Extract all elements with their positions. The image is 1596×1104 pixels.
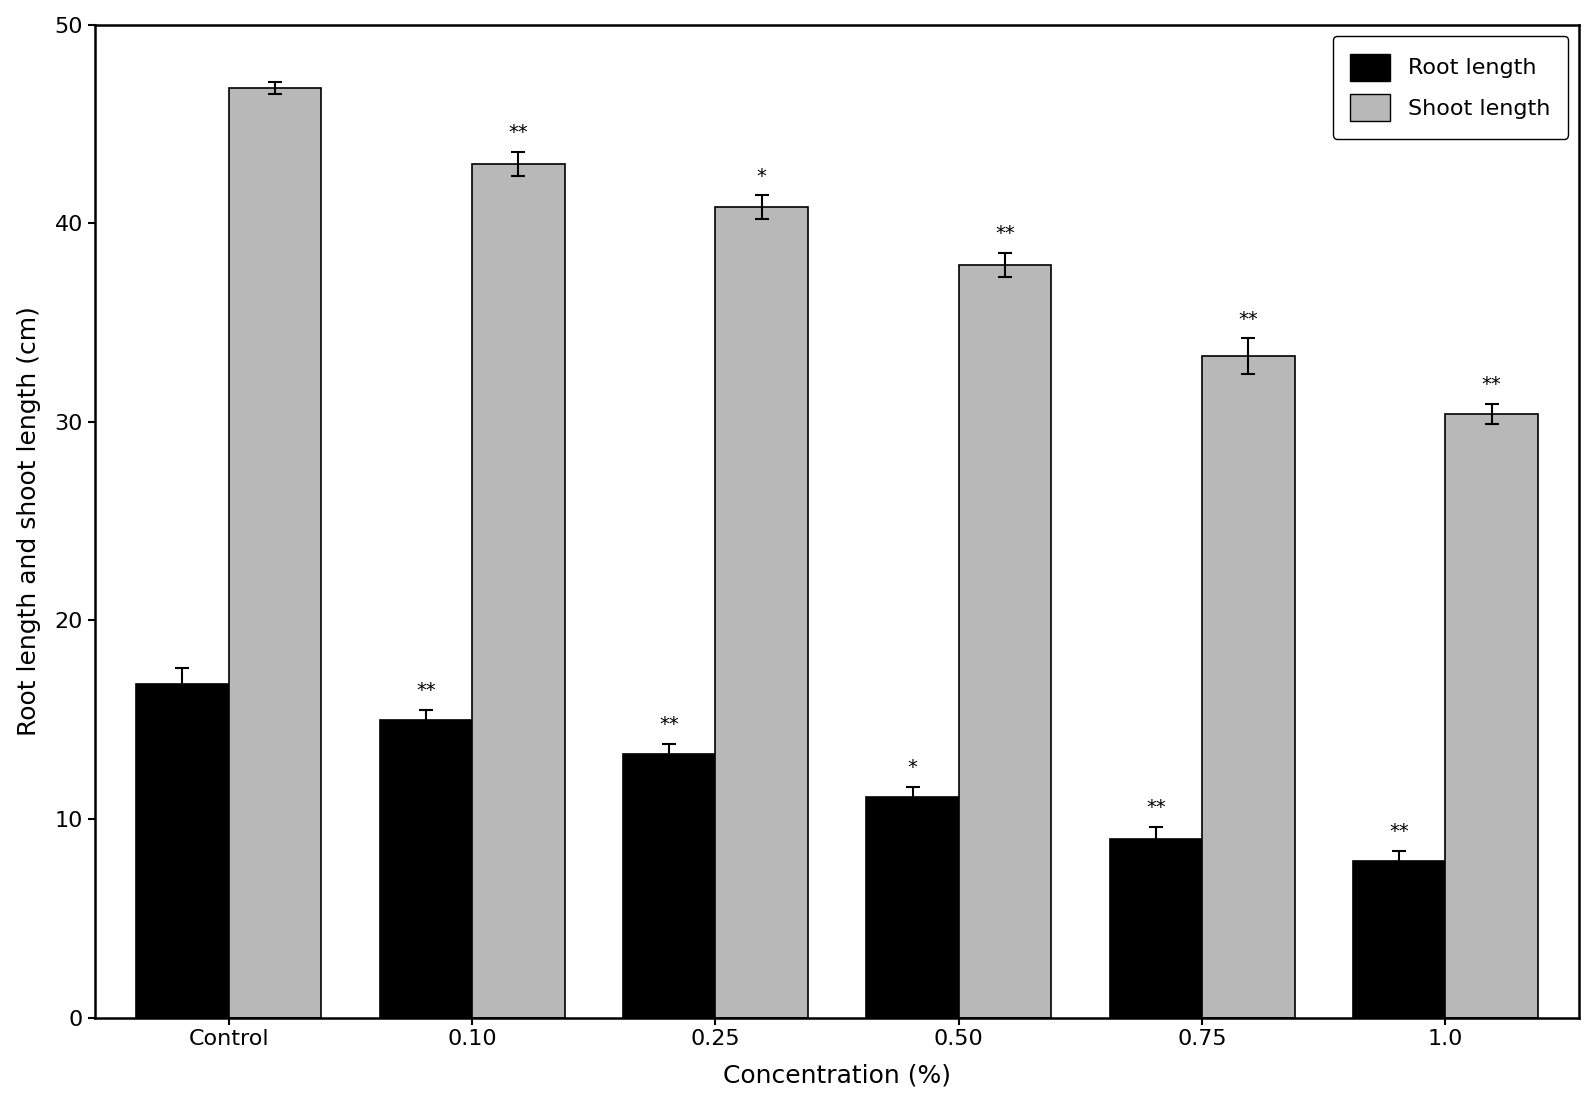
Bar [1446, 414, 1539, 1018]
X-axis label: Concentration (%): Concentration (%) [723, 1063, 951, 1087]
Bar [228, 88, 321, 1018]
Text: **: ** [1146, 798, 1165, 817]
Text: *: * [757, 167, 766, 185]
Bar [1109, 839, 1202, 1018]
Bar [867, 797, 959, 1018]
Bar [136, 684, 228, 1018]
Text: **: ** [509, 123, 528, 141]
Bar [1202, 357, 1294, 1018]
Bar [715, 208, 808, 1018]
Text: **: ** [1481, 375, 1502, 394]
Text: **: ** [996, 224, 1015, 243]
Text: **: ** [417, 681, 436, 700]
Bar [1353, 861, 1446, 1018]
Text: *: * [908, 758, 918, 777]
Bar [622, 754, 715, 1018]
Bar [472, 163, 565, 1018]
Text: **: ** [1238, 309, 1258, 329]
Bar [959, 265, 1052, 1018]
Bar [380, 720, 472, 1018]
Text: **: ** [1390, 821, 1409, 841]
Text: **: ** [659, 714, 678, 734]
Legend: Root length, Shoot length: Root length, Shoot length [1333, 35, 1569, 139]
Y-axis label: Root length and shoot length (cm): Root length and shoot length (cm) [16, 306, 40, 736]
